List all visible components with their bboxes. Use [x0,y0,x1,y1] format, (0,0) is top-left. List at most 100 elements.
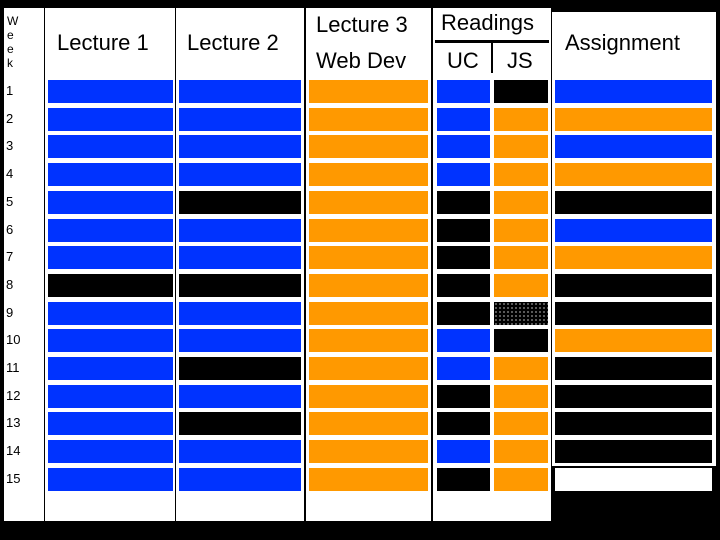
week-number: 4 [6,166,14,182]
lecture1-cell-week-11 [48,357,173,380]
lecture2-cell-week-6 [179,218,301,242]
week-number: 9 [6,304,14,320]
assignment-cell-week-4 [555,163,712,187]
lecture3-cell-week-14 [309,440,428,464]
week-number: 6 [6,221,14,237]
assignment-cell-week-3 [555,135,712,159]
lecture2-cell-week-5 [179,190,301,214]
lecture3-cell-week-4 [309,163,428,187]
assignment-cell-week-15 [555,467,712,491]
uc-cell-week-15 [437,467,490,491]
lecture3-cell-week-10 [309,329,428,353]
week-number: 11 [6,360,20,375]
lecture3-cell-week-12 [309,384,428,408]
js-cell-week-5 [494,190,548,214]
js-cell-week-11 [494,357,548,380]
lecture1-cell-week-13 [48,412,173,436]
js-header: JS [507,48,533,73]
js-cell-week-1 [494,80,548,103]
assignment-cell-week-9 [555,301,712,325]
lecture1-cell-week-5 [48,190,173,214]
lecture2-cell-week-9 [179,301,301,325]
uc-cell-week-4 [437,163,490,187]
js-cell-week-9 [494,301,548,325]
assignment-cell-week-6 [555,218,712,242]
uc-cell-week-14 [437,440,490,464]
week-number: 8 [6,276,14,292]
js-cell-week-14 [494,440,548,464]
lecture3-cell-week-8 [309,273,428,297]
uc-cell-week-8 [437,273,490,297]
readings-divider [435,40,549,43]
lecture1-cell-week-14 [48,440,173,464]
assignment-cell-week-1 [555,80,712,103]
uc-cell-week-5 [437,190,490,214]
lecture2-cell-week-7 [179,246,301,270]
lecture1-cell-week-1 [48,80,173,103]
lecture2-cell-week-15 [179,467,301,491]
uc-header: UC [447,48,479,73]
uc-cell-week-7 [437,246,490,270]
assignment-cell-week-11 [555,357,712,380]
js-cell-week-12 [494,384,548,408]
uc-cell-week-1 [437,80,490,103]
lecture2-cell-week-11 [179,357,301,380]
lecture1-cell-week-12 [48,384,173,408]
lecture1-cell-week-9 [48,301,173,325]
lecture1-cell-week-6 [48,218,173,242]
lecture3-cell-week-7 [309,246,428,270]
week-number: 7 [6,249,14,265]
uc-cell-week-12 [437,384,490,408]
week-header-letter: k [7,56,13,70]
assignment-cell-week-7 [555,246,712,270]
lecture3-cell-week-11 [309,357,428,380]
js-cell-week-6 [494,218,548,242]
js-cell-week-2 [494,107,548,131]
assignment-cell-week-13 [555,412,712,436]
js-cell-week-8 [494,273,548,297]
week-number: 3 [6,138,14,154]
lecture2-cell-week-3 [179,135,301,159]
assignment-cell-week-8 [555,273,712,297]
lecture1-header: Lecture 1 [57,30,149,55]
lecture2-cell-week-2 [179,107,301,131]
lecture3-cell-week-13 [309,412,428,436]
week-header-letter: e [7,28,14,42]
lecture3-cell-week-9 [309,301,428,325]
lecture1-cell-week-2 [48,107,173,131]
lecture2-cell-week-14 [179,440,301,464]
lecture3-cell-week-2 [309,107,428,131]
lecture3-cell-week-15 [309,467,428,491]
assignment-header: Assignment [565,30,680,55]
week-number: 13 [6,415,21,431]
week-number: 1 [6,83,14,98]
week-number: 12 [6,387,21,403]
js-cell-week-7 [494,246,548,270]
js-cell-week-13 [494,412,548,436]
assignment-cell-week-12 [555,384,712,408]
lecture2-cell-week-10 [179,329,301,353]
uc-cell-week-9 [437,301,490,325]
lecture1-cell-week-8 [48,273,173,297]
week-header-letter: e [7,42,14,56]
lecture1-cell-week-15 [48,467,173,491]
lecture1-cell-week-7 [48,246,173,270]
lecture3-header: Lecture 3 [316,12,408,37]
js-cell-week-15 [494,467,548,491]
uc-cell-week-2 [437,107,490,131]
lecture3-cell-week-3 [309,135,428,159]
lecture3-cell-week-1 [309,80,428,103]
assignment-cell-week-5 [555,190,712,214]
js-cell-week-4 [494,163,548,187]
assignment-cell-week-2 [555,107,712,131]
uc-cell-week-10 [437,329,490,353]
week-number: 10 [6,332,21,348]
lecture3-cell-week-5 [309,190,428,214]
uc-cell-week-3 [437,135,490,159]
lecture1-cell-week-10 [48,329,173,353]
week-number: 5 [6,193,14,209]
lecture1-cell-week-3 [48,135,173,159]
uc-cell-week-11 [437,357,490,380]
week-header-letter: W [7,14,19,28]
lecture2-cell-week-8 [179,273,301,297]
